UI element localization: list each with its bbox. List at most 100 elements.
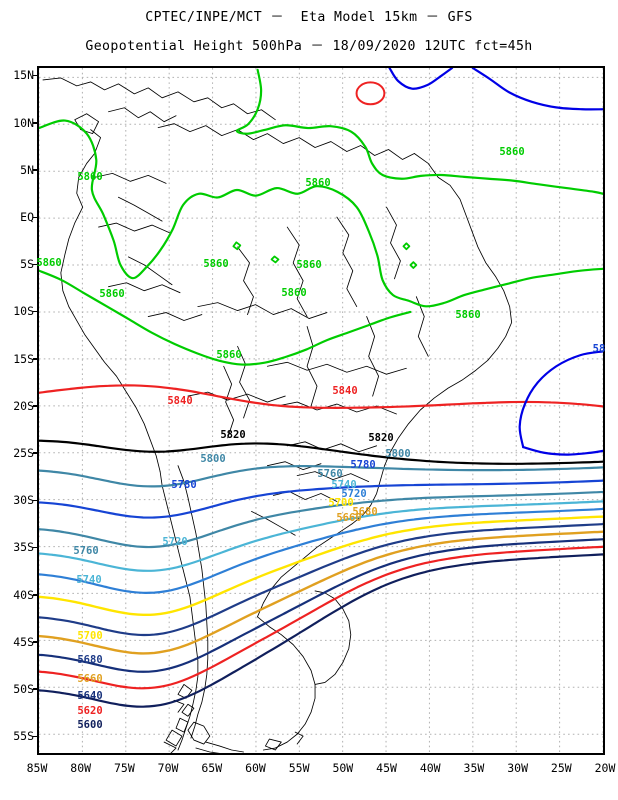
contour-label: 5600 bbox=[77, 719, 103, 731]
contour-path bbox=[39, 464, 603, 488]
y-tick-mark bbox=[33, 263, 37, 266]
contour-label: 5820 bbox=[368, 432, 394, 444]
y-tick-label: 10S bbox=[13, 304, 34, 319]
y-tick-mark bbox=[33, 310, 37, 313]
contour-label: 5620 bbox=[77, 705, 103, 717]
contour-label: 5640 bbox=[77, 690, 103, 702]
contour-label: 5700 bbox=[328, 497, 354, 509]
y-tick-mark bbox=[33, 358, 37, 360]
contour-label: 5680 bbox=[77, 654, 103, 666]
x-tick-label: 50W bbox=[332, 761, 354, 775]
contour-path bbox=[39, 500, 603, 572]
contour-path bbox=[471, 68, 603, 111]
contour-path bbox=[39, 479, 603, 519]
contour-map-svg bbox=[39, 68, 603, 753]
x-tick-label: 25W bbox=[550, 761, 572, 775]
contour-path bbox=[39, 553, 603, 708]
y-tick-mark bbox=[33, 546, 37, 549]
y-tick-label: 35S bbox=[13, 540, 34, 555]
contour-label: 5760 bbox=[317, 468, 343, 480]
y-tick-label: 45S bbox=[13, 634, 34, 649]
contour-label: 5720 bbox=[341, 488, 367, 500]
contour-label: 5860 bbox=[99, 288, 125, 300]
contour-path bbox=[232, 241, 242, 251]
x-tick-label: 85W bbox=[26, 761, 48, 775]
y-tick-label: 10N bbox=[13, 115, 34, 130]
x-tick-label: 60W bbox=[245, 761, 266, 775]
contour-path bbox=[39, 538, 603, 673]
y-tick-label: 20S bbox=[13, 398, 34, 413]
contour-label: 5800 bbox=[200, 453, 226, 465]
x-tick-label: 45W bbox=[376, 761, 397, 775]
contour-label: 5860 bbox=[455, 309, 481, 321]
closed-contour-high bbox=[355, 81, 386, 106]
contour-path bbox=[39, 545, 603, 690]
y-tick-mark bbox=[33, 594, 37, 596]
y-tick-label: 15N bbox=[13, 68, 34, 83]
y-tick-mark bbox=[33, 641, 37, 643]
contour-label: 5860 bbox=[499, 146, 525, 158]
contour-label: 5860 bbox=[36, 257, 62, 269]
contour-label: 5720 bbox=[162, 536, 188, 548]
contour-lines bbox=[39, 68, 603, 708]
x-tick-label: 55W bbox=[288, 761, 310, 775]
contour-path bbox=[409, 261, 418, 269]
contour-label: 5760 bbox=[73, 545, 99, 557]
y-tick-label: EQ bbox=[20, 210, 34, 224]
contour-label: 5860 bbox=[281, 287, 307, 299]
y-tick-mark bbox=[33, 122, 37, 124]
x-tick-label: 75W bbox=[113, 761, 135, 775]
y-tick-label: 30S bbox=[13, 493, 34, 508]
contour-label: 5740 bbox=[331, 479, 357, 491]
y-tick-label: 50S bbox=[13, 681, 34, 696]
contour-path bbox=[39, 439, 603, 465]
contour-label: 5860 bbox=[296, 259, 322, 271]
y-tick-label: 40S bbox=[13, 587, 34, 602]
contour-label: 5740 bbox=[76, 574, 102, 586]
contour-path bbox=[39, 507, 603, 594]
contour-path bbox=[39, 523, 603, 637]
contour-label: 5680 bbox=[352, 506, 378, 518]
contour-path bbox=[39, 515, 603, 617]
gridlines bbox=[39, 68, 603, 753]
contour-path bbox=[39, 530, 603, 655]
y-tick-mark bbox=[33, 735, 37, 738]
x-tick-label: 35W bbox=[463, 761, 485, 775]
title-line-1: CPTEC/INPE/MCT － Eta Model 15km － GFS bbox=[145, 10, 473, 25]
contour-label: 5860 bbox=[305, 177, 331, 189]
y-tick-mark bbox=[33, 405, 37, 407]
contour-path bbox=[39, 490, 603, 549]
contour-path bbox=[270, 255, 280, 264]
contour-path bbox=[235, 68, 603, 195]
contour-label: 58 bbox=[592, 343, 606, 355]
contour-label: 5700 bbox=[77, 630, 103, 642]
y-tick-label: 5S bbox=[20, 257, 34, 272]
x-tick-label: 40W bbox=[419, 761, 441, 775]
y-tick-label: 15S bbox=[13, 351, 34, 366]
x-tick-label: 30W bbox=[507, 761, 528, 775]
contour-label: 5860 bbox=[216, 349, 242, 361]
contour-label: 5840 bbox=[332, 385, 358, 397]
contour-label: 5820 bbox=[220, 429, 246, 441]
contour-path bbox=[388, 68, 454, 90]
contour-path bbox=[518, 350, 603, 449]
coastlines-and-borders bbox=[42, 77, 513, 753]
contour-label: 5660 bbox=[77, 673, 103, 685]
contour-path bbox=[39, 384, 603, 409]
contour-label: 5860 bbox=[77, 171, 103, 183]
y-tick-mark bbox=[33, 499, 37, 502]
y-tick-mark bbox=[33, 169, 37, 171]
y-tick-mark bbox=[33, 74, 37, 77]
contour-label: 5860 bbox=[203, 258, 229, 270]
contour-path bbox=[39, 269, 412, 366]
contour-path bbox=[39, 119, 603, 308]
y-tick-label: 55S bbox=[13, 729, 34, 744]
x-tick-label: 70W bbox=[157, 761, 179, 775]
map-plot-area: 5860 5860 5860 5860 5860 5860 5860 5860 5860 5860… bbox=[36, 66, 606, 755]
x-tick-label: 20W bbox=[594, 761, 616, 775]
y-tick-label: 25S bbox=[13, 445, 34, 460]
contour-label: 5780 bbox=[350, 459, 376, 471]
x-tick-label: 80W bbox=[70, 761, 92, 775]
contour-label: 5800 bbox=[385, 448, 411, 460]
contour-label: 5840 bbox=[167, 395, 193, 407]
